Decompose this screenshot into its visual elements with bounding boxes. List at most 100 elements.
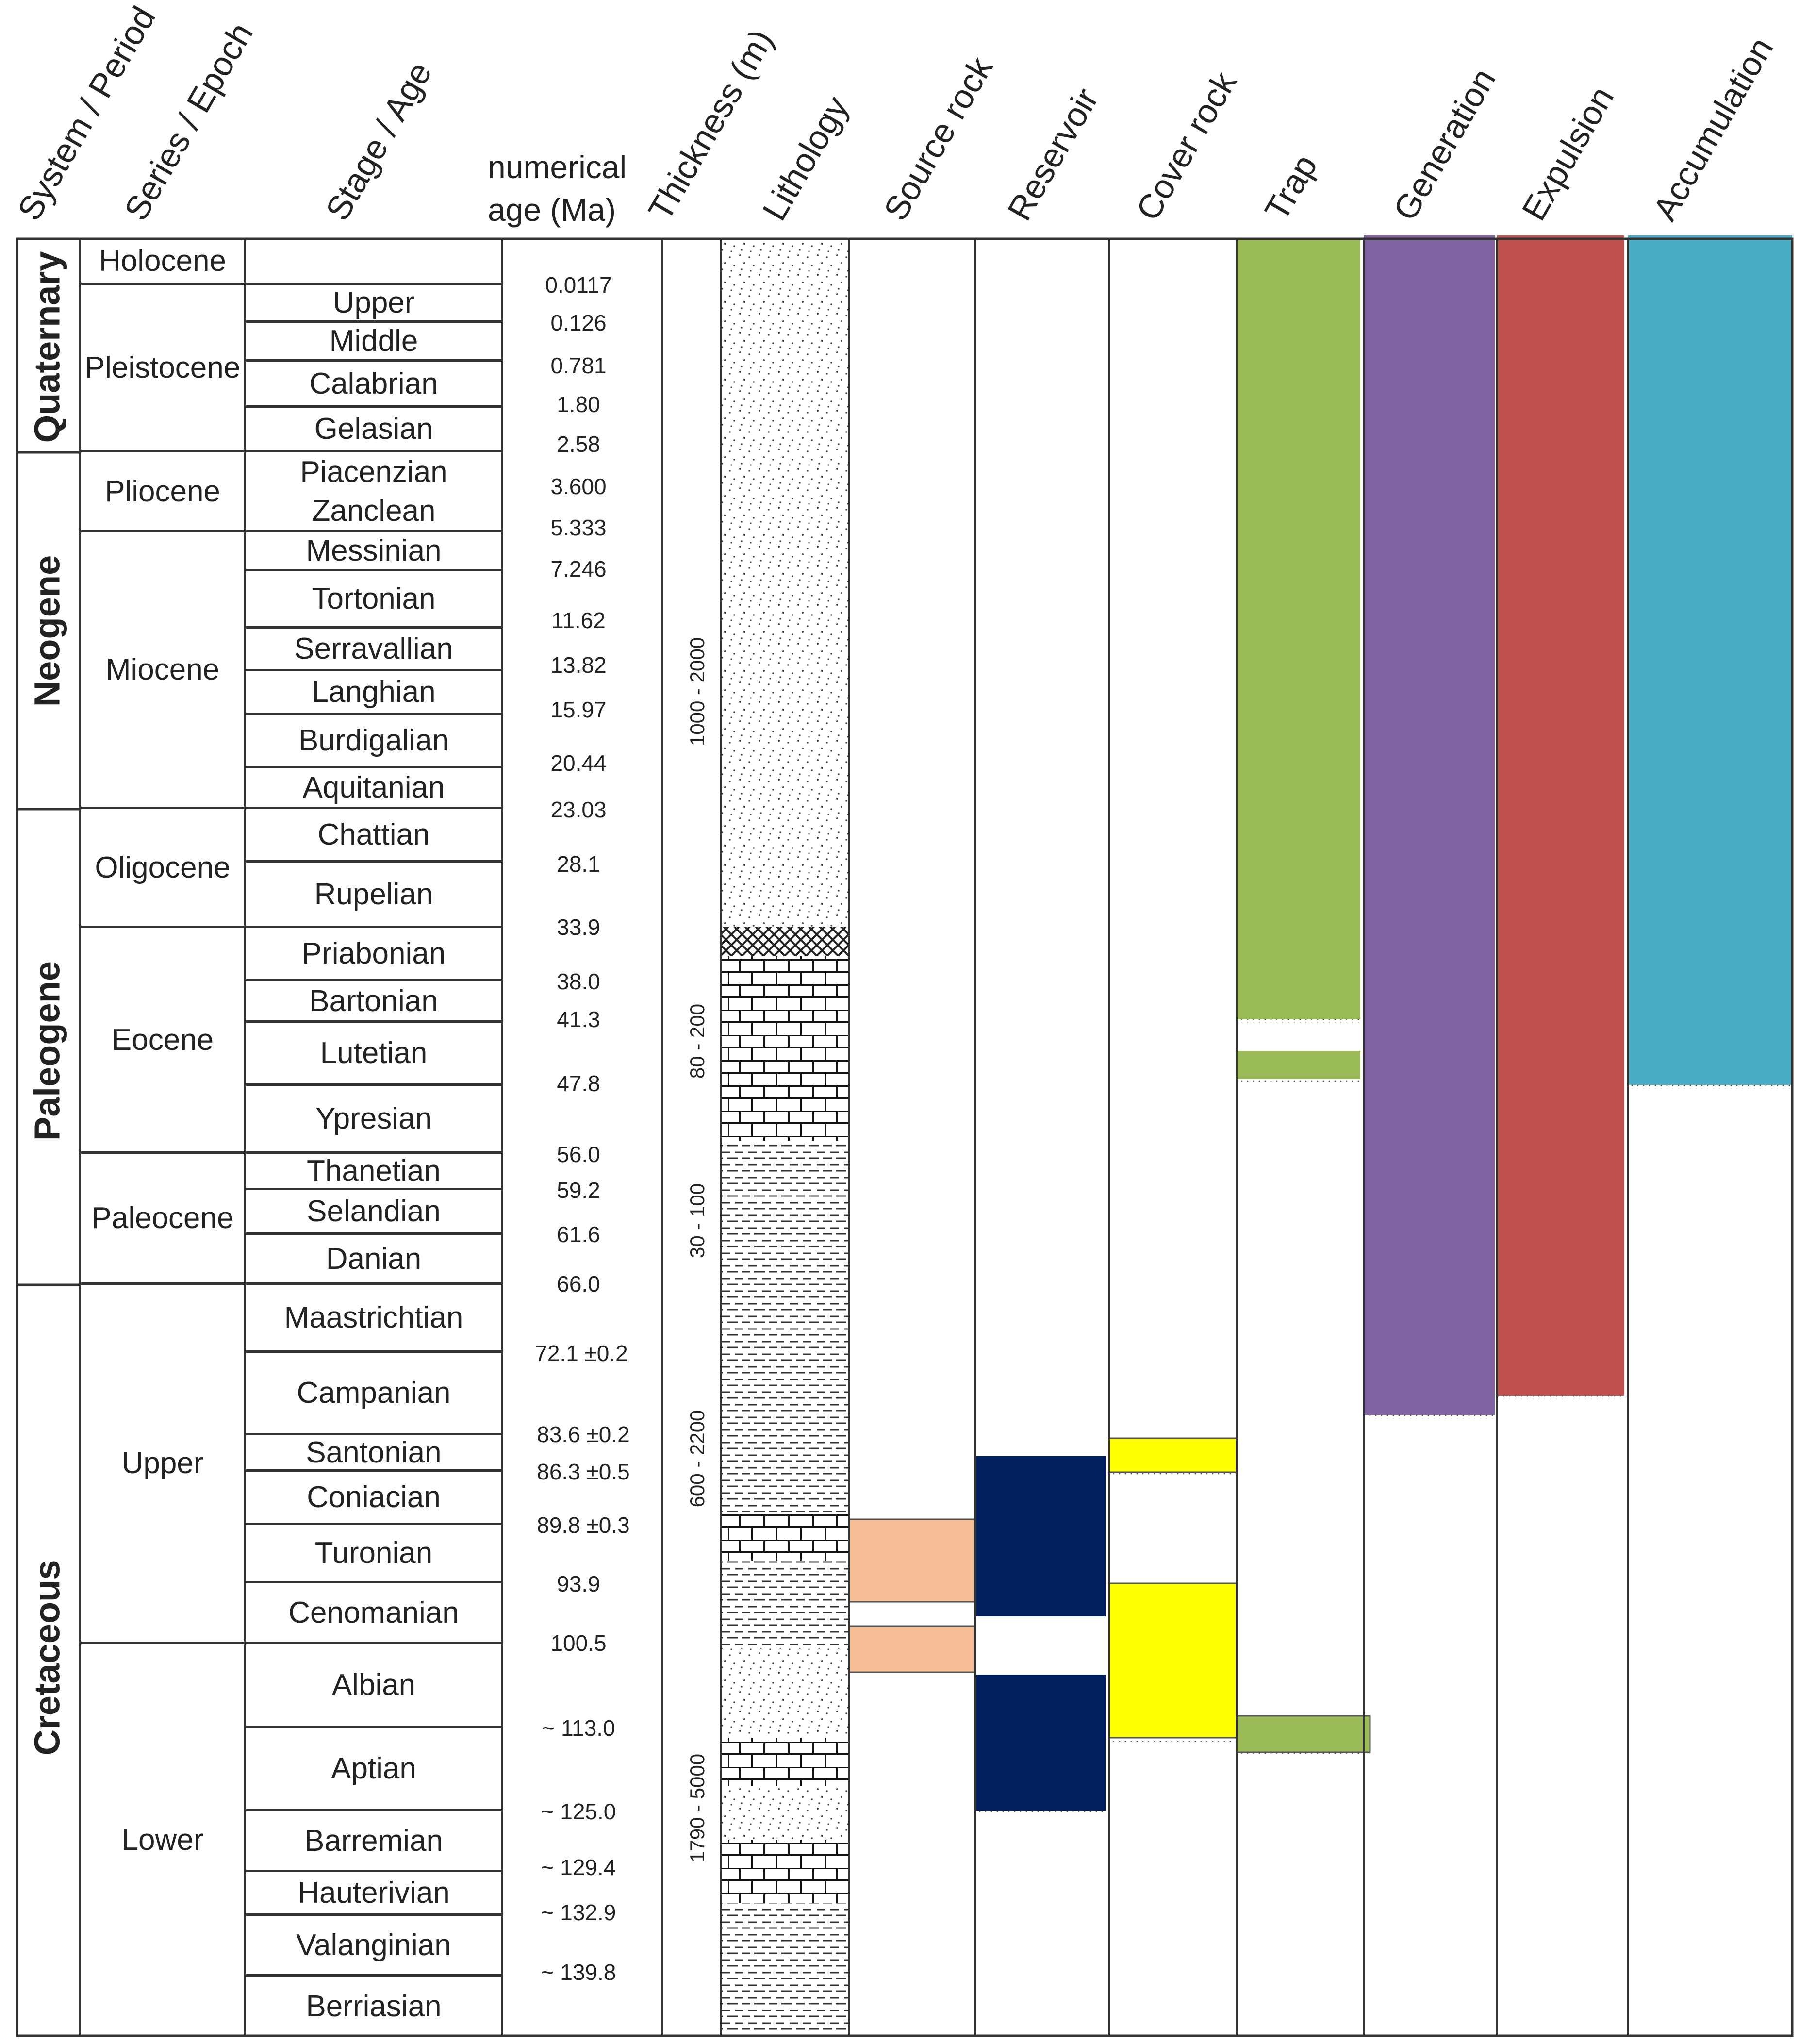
stage-santonian: Santonian [245,1435,502,1472]
lithology-limestone [721,1840,849,1903]
stage-hauterivian: Hauterivian [245,1872,502,1916]
thickness-label: 600 - 2200 [686,1410,709,1508]
age-label: 59.2 [557,1178,600,1203]
age-label: 56.0 [557,1142,600,1167]
age-label: 0.781 [550,353,607,378]
source-rock-bar [848,1518,975,1603]
bar-bottom-edge [1237,1752,1370,1756]
age-label: 5.333 [550,515,607,540]
lithology-shale [721,1141,849,1514]
bar-bottom-edge [1364,1415,1495,1419]
cover-rock-bar [1108,1582,1238,1739]
age-label: 41.3 [557,1007,600,1032]
stage-calabrian: Calabrian [245,362,502,408]
bar-bottom-edge [1109,1738,1238,1742]
lithology-limestone [721,956,849,1141]
lithology-shale [721,1561,849,1648]
thickness-label: 1000 - 2000 [686,637,709,747]
series-pliocene: Pliocene [80,452,245,532]
stage-upper-pleistocene: Upper [245,285,502,323]
age-label: 38.0 [557,969,600,994]
system-paleogene: Paleogene [27,961,67,1141]
series-paleocene: Paleocene [80,1154,245,1285]
system-neogene: Neogene [27,555,67,707]
trap-bar [1237,1051,1360,1079]
lithology-limestone [721,1738,849,1786]
trap-bar [1236,1715,1371,1753]
stage-gelasian: Gelasian [245,408,502,452]
series-oligocene: Oligocene [80,809,245,928]
stage-valanginian: Valanginian [245,1916,502,1977]
age-label: 86.3 ±0.5 [537,1459,630,1484]
age-label: 13.82 [550,652,607,678]
stage-chattian: Chattian [245,809,502,863]
thickness-label: 30 - 100 [686,1183,709,1259]
stage-piacenzian: Piacenzian [300,455,447,489]
age-label: 61.6 [557,1222,600,1247]
age-label: 47.8 [557,1071,600,1096]
lithology-sandstone [721,1786,849,1840]
bar-bottom-edge [1109,1472,1238,1476]
system-quaternary: Quaternary [27,251,67,443]
stage-langhian: Langhian [245,671,502,715]
thickness-label: 1790 - 5000 [686,1753,709,1863]
age-label: 0.126 [550,310,607,335]
lithology-shale [721,1903,849,2036]
header-numerical-age: numerical age (Ma) [488,149,627,228]
reservoir-bar [975,1456,1106,1616]
age-label: ~ 132.9 [541,1900,616,1925]
age-label: 11.62 [551,608,606,633]
age-label: 15.97 [550,697,607,722]
series-upper-cretaceous: Upper [80,1285,245,1644]
reservoir-bar [975,1675,1106,1811]
bar-bottom-edge [1497,1396,1624,1399]
age-label: 20.44 [550,750,607,776]
accumulation-bar [1628,235,1792,1085]
stage-messinian: Messinian [245,532,502,571]
age-label: 3.600 [550,474,607,499]
stage-priabonian: Priabonian [245,928,502,981]
age-label: 33.9 [557,914,600,940]
age-label: 28.1 [557,851,600,877]
expulsion-bar [1497,235,1624,1396]
age-label: 66.0 [557,1271,600,1296]
stage-middle-pleistocene: Middle [245,323,502,362]
stage-danian: Danian [245,1235,502,1285]
series-miocene: Miocene [80,532,245,809]
bar-bottom-edge [1237,1079,1360,1083]
age-label: 72.1 ±0.2 [535,1341,628,1366]
stage-aptian: Aptian [245,1728,502,1811]
chart-border [16,237,1794,2037]
lithology-sandstone [721,1648,849,1738]
stage-tortonian: Tortonian [245,571,502,629]
stage-berriasian: Berriasian [306,1989,442,2023]
stage-rupelian: Rupelian [245,863,502,928]
series-lower-cretaceous: Lower [121,1823,204,1857]
lithology-conglomerate [721,927,849,956]
stage-coniacian: Coniacian [245,1472,502,1525]
stage-campanian: Campanian [245,1353,502,1435]
age-label: 93.9 [557,1571,600,1596]
trap-bar [1237,239,1360,1019]
stage-ypresian: Ypresian [245,1086,502,1154]
stage-cenomanian: Cenomanian [245,1583,502,1644]
bar-bottom-edge [1628,1085,1792,1089]
age-label: 100.5 [550,1630,607,1656]
age-label: 1.80 [557,392,600,417]
lithology-sandstone [721,239,849,927]
stage-aquitanian: Aquitanian [245,768,502,809]
lithology-limestone [721,1514,849,1561]
age-label: 2.58 [557,432,600,457]
age-label: 83.6 ±0.2 [537,1422,630,1447]
age-label: 0.0117 [545,272,612,298]
stage-thanetian: Thanetian [245,1154,502,1190]
stage-albian: Albian [245,1644,502,1728]
series-eocene: Eocene [80,928,245,1154]
age-label: ~ 125.0 [541,1799,616,1824]
stage-burdigalian: Burdigalian [245,715,502,768]
thickness-label: 80 - 200 [686,1003,709,1079]
system-cretaceous: Cretaceous [27,1560,67,1756]
stage-turonian: Turonian [245,1525,502,1583]
stage-barremian: Barremian [245,1811,502,1872]
